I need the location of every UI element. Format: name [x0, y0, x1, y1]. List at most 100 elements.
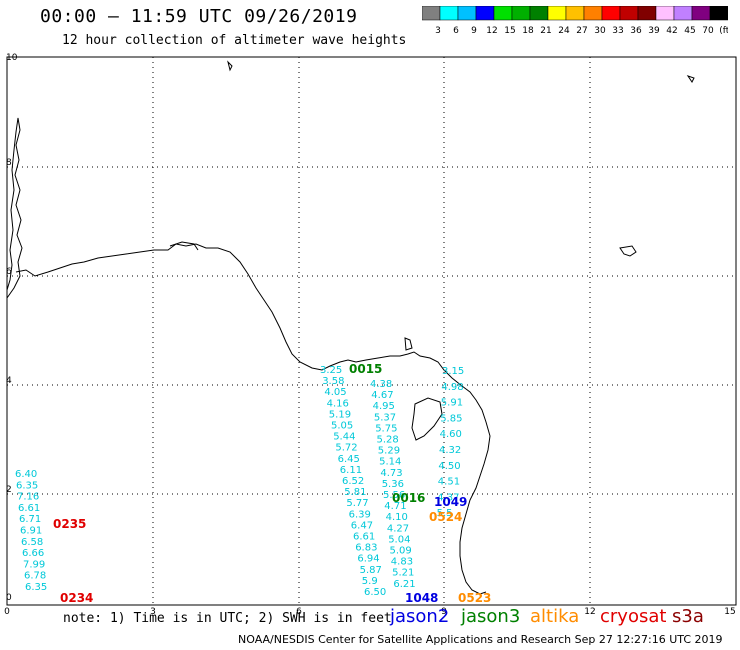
wave-height-value: 6.47	[351, 520, 373, 531]
x-tick-label: 0	[4, 607, 10, 617]
pass-time-label: 1049	[434, 495, 467, 509]
wave-height-value: 6.52	[342, 476, 364, 487]
wave-height-value: 3.25	[320, 365, 342, 376]
wave-height-value: 5.72	[335, 443, 357, 454]
wave-height-value: 5.91	[441, 398, 463, 409]
wave-height-value: 5.21	[392, 568, 414, 579]
wave-height-value: 5.37	[374, 412, 396, 423]
pass-time-labels: 0235 0234 0015 0016 1049 1048 0524 0523	[53, 362, 491, 605]
wave-height-value: 6.21	[393, 579, 415, 590]
wave-height-value: 5.19	[329, 409, 351, 420]
y-tick-label: 10	[6, 53, 18, 63]
wave-height-value: 6.91	[20, 526, 42, 537]
wave-height-value: 4.73	[380, 468, 402, 479]
wave-height-value: 6.61	[353, 532, 375, 543]
pass-time-label: 1048	[405, 591, 438, 605]
pass-time-label: 0234	[60, 591, 93, 605]
wave-height-value: 4.32	[439, 445, 461, 456]
x-tick-label: 3	[150, 607, 156, 617]
wave-height-value: 4.27	[387, 523, 409, 534]
y-tick-label: 0	[6, 593, 12, 603]
wave-height-value: 5.87	[360, 565, 382, 576]
wave-height-value: 6.45	[338, 454, 360, 465]
satellite-name-s3a: s3a	[672, 606, 704, 627]
wave-height-value: 6.39	[349, 509, 371, 520]
pass-time-label: 0015	[349, 362, 382, 376]
legend-label: 9	[471, 26, 477, 36]
legend-label: 36	[630, 26, 642, 36]
legend-label: (ft)	[719, 26, 728, 36]
legend-label: 33	[612, 26, 623, 36]
wave-height-value: 5.75	[375, 423, 397, 434]
satellite-name-altika: altika	[530, 606, 580, 627]
y-tick-label: 2	[6, 485, 12, 495]
legend-label: 42	[666, 26, 677, 36]
wave-height-value: 4.50	[438, 461, 460, 472]
x-tick-label: 6	[296, 607, 302, 617]
map-subtitle: 12 hour collection of altimeter wave hei…	[62, 33, 407, 48]
satellite-name-jason3: jason3	[461, 606, 521, 627]
wave-height-value: 6.35	[16, 480, 38, 491]
wave-height-value: 7.16	[17, 492, 39, 503]
satellite-name-cryosat: cryosat	[600, 606, 667, 627]
pass-time-label: 0235	[53, 517, 86, 531]
wave-height-value: 5.81	[344, 487, 366, 498]
legend-label: 21	[540, 26, 551, 36]
coastline	[6, 60, 695, 595]
wave-height-value: 4.05	[324, 387, 346, 398]
wave-height-value: 6.50	[364, 587, 386, 598]
legend-label: 18	[522, 26, 534, 36]
wave-height-value: 5.14	[379, 457, 401, 468]
pass-time-label: 0016	[392, 491, 425, 505]
wave-height-value: 6.40	[15, 469, 37, 480]
legend-label: 30	[594, 26, 606, 36]
wave-height-value: 4.95	[373, 401, 395, 412]
wave-height-value: 5.44	[333, 432, 355, 443]
legend-label: 45	[684, 26, 695, 36]
legend-label: 24	[558, 26, 570, 36]
y-tick-label: 6	[6, 267, 12, 277]
wave-height-value: 4.98	[441, 382, 463, 393]
wave-height-value: 6.78	[24, 571, 46, 582]
wave-height-value: 6.58	[21, 537, 43, 548]
x-tick-label: 15	[724, 607, 735, 617]
x-tick-label: 12	[584, 607, 595, 617]
wave-height-value: 4.71	[384, 501, 406, 512]
wave-height-value: 3.58	[322, 376, 344, 387]
wave-height-value: 5.29	[378, 446, 400, 457]
legend-label: 6	[453, 26, 459, 36]
wave-height-value: 5.56	[383, 490, 405, 501]
wave-height-value: 5.85	[440, 413, 462, 424]
wave-height-value: 5.9	[362, 576, 378, 587]
wave-height-value: 3.15	[442, 366, 464, 377]
wave-height-value: 4.37	[437, 492, 459, 503]
legend-label: 3	[435, 26, 441, 36]
wave-height-value: 4.51	[438, 477, 460, 488]
x-tick-label: 9	[441, 607, 447, 617]
wave-height-value: 5.04	[388, 534, 410, 545]
wave-height-value: 6.94	[357, 554, 379, 565]
footnote: note: 1) Time is in UTC; 2) SWH is in fe…	[63, 611, 392, 626]
legend-label: 15	[504, 26, 515, 36]
pass-time-label: 0524	[429, 510, 462, 524]
map-frame	[6, 56, 737, 606]
wave-height-value: 5.28	[377, 435, 399, 446]
wave-height-value: 5.77	[346, 498, 368, 509]
legend-label: 39	[648, 26, 660, 36]
wave-height-value: 5.09	[390, 546, 412, 557]
wave-height-value: 5.36	[382, 479, 404, 490]
wave-height-value: 7.99	[23, 559, 45, 570]
wave-height-value: 6.66	[22, 548, 44, 559]
wave-height-value: 4.38	[370, 379, 392, 390]
wave-height-value: 5.5	[437, 508, 453, 519]
axis-ticks: 0 3 6 9 12 15 0 2 4 6 8 10	[4, 53, 736, 617]
wave-height-values: 6.406.357.166.616.716.916.586.667.996.78…	[15, 365, 464, 598]
wave-height-value: 4.83	[391, 557, 413, 568]
wave-height-value: 5.05	[331, 421, 353, 432]
wave-height-value: 4.10	[386, 512, 408, 523]
legend-label: 12	[486, 26, 497, 36]
wave-height-value: 6.35	[25, 582, 47, 593]
pass-time-label: 0523	[458, 591, 491, 605]
